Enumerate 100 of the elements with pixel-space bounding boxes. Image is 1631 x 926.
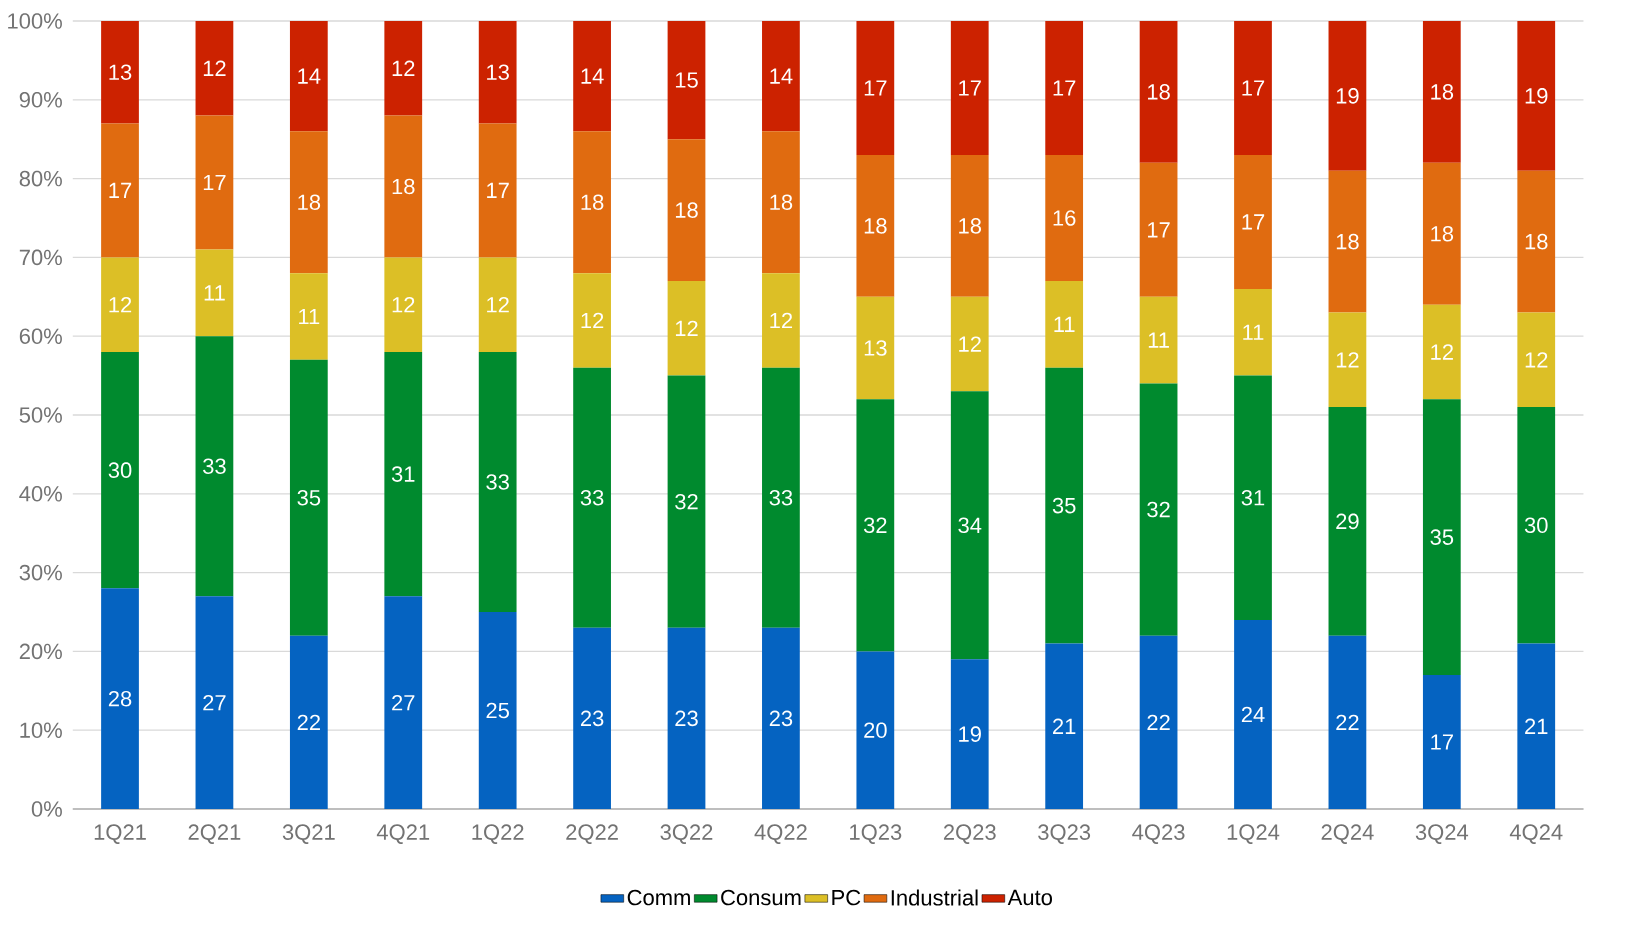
data-label: 34 xyxy=(958,517,982,534)
data-label: 18 xyxy=(959,218,982,234)
bar xyxy=(950,154,989,297)
data-label: 16 xyxy=(1053,210,1076,226)
bar xyxy=(667,139,706,282)
data-label: 32 xyxy=(675,493,698,510)
data-label: 33 xyxy=(769,489,793,506)
data-label: 29 xyxy=(1336,513,1359,530)
bar xyxy=(950,659,989,809)
data-label: 32 xyxy=(863,517,887,534)
bar xyxy=(384,257,423,352)
bar xyxy=(667,21,706,140)
data-label: 27 xyxy=(392,694,415,711)
legend-label: Comm xyxy=(627,889,690,906)
bar xyxy=(101,588,139,809)
data-label: 13 xyxy=(864,340,887,356)
data-label: 14 xyxy=(581,68,604,84)
data-label: 18 xyxy=(1148,84,1170,100)
bar xyxy=(1328,21,1367,171)
x-tick-label: 3Q23 xyxy=(1038,824,1091,844)
bar xyxy=(762,627,800,809)
bar xyxy=(856,651,895,809)
bar xyxy=(1328,407,1367,636)
data-label: 18 xyxy=(392,178,415,195)
data-label: 18 xyxy=(1336,233,1359,250)
data-label: 17 xyxy=(203,174,226,191)
data-label: 12 xyxy=(1431,344,1453,360)
data-label: 13 xyxy=(109,64,132,80)
data-label: 12 xyxy=(770,312,793,329)
bar xyxy=(1517,407,1556,644)
bar xyxy=(195,21,234,116)
bar xyxy=(478,351,517,612)
data-label: 17 xyxy=(487,182,509,198)
bar xyxy=(573,131,611,274)
data-label: 11 xyxy=(204,285,225,301)
data-label: 21 xyxy=(1525,718,1548,734)
bar xyxy=(478,612,517,809)
bar xyxy=(101,257,139,352)
x-tick-label: 1Q23 xyxy=(850,824,902,844)
data-label: 21 xyxy=(1053,718,1076,734)
data-label: 17 xyxy=(1242,214,1265,230)
bar xyxy=(1045,367,1084,644)
data-label: 18 xyxy=(1431,225,1454,242)
data-label: 35 xyxy=(297,489,321,506)
bar xyxy=(762,131,800,274)
x-tick-label: 1Q21 xyxy=(94,824,146,844)
bar xyxy=(195,596,234,809)
bar xyxy=(289,635,328,809)
data-label: 12 xyxy=(1336,352,1359,368)
bar xyxy=(1139,635,1178,809)
bar xyxy=(1422,675,1461,809)
y-tick-label: 40% xyxy=(19,486,62,502)
data-label: 18 xyxy=(581,194,604,211)
bar xyxy=(384,596,423,809)
data-label: 17 xyxy=(864,80,887,96)
bar xyxy=(1517,21,1556,171)
bar xyxy=(1234,288,1272,376)
bar xyxy=(1328,635,1367,809)
bar xyxy=(289,359,328,636)
y-tick-label: 10% xyxy=(20,722,62,738)
data-label: 33 xyxy=(203,458,226,474)
data-label: 18 xyxy=(1525,233,1548,250)
data-label: 19 xyxy=(959,726,981,742)
bar xyxy=(1139,383,1178,636)
bar xyxy=(478,21,517,124)
bar xyxy=(1234,21,1272,155)
bar xyxy=(1045,281,1084,368)
data-label: 28 xyxy=(108,690,132,707)
bar xyxy=(1517,312,1556,408)
data-label: 35 xyxy=(1430,529,1454,545)
data-label: 24 xyxy=(1241,706,1265,723)
bar xyxy=(289,131,328,274)
bar xyxy=(1045,21,1084,155)
data-label: 19 xyxy=(1336,88,1359,104)
data-label: 31 xyxy=(1241,489,1265,506)
bar xyxy=(1139,162,1178,297)
data-label: 17 xyxy=(1148,222,1170,238)
data-label: 18 xyxy=(1431,84,1454,100)
data-label: 23 xyxy=(769,710,793,727)
x-tick-label: 2Q23 xyxy=(943,824,996,844)
x-tick-label: 4Q21 xyxy=(376,824,430,844)
bar xyxy=(950,296,989,392)
y-tick-label: 70% xyxy=(19,249,62,266)
data-label: 12 xyxy=(203,60,226,76)
data-label: 12 xyxy=(1525,352,1548,368)
x-tick-label: 3Q22 xyxy=(660,824,713,844)
bar xyxy=(1422,399,1461,676)
bar xyxy=(195,249,234,337)
bar xyxy=(667,375,706,628)
data-label: 33 xyxy=(486,474,509,490)
data-label: 14 xyxy=(298,68,321,84)
bar xyxy=(667,281,706,376)
data-label: 17 xyxy=(1053,80,1076,96)
legend-label: Consum xyxy=(721,889,801,906)
bar xyxy=(1234,619,1272,809)
bar xyxy=(1422,21,1461,163)
legend-label: Auto xyxy=(1007,889,1052,906)
bar xyxy=(1517,643,1556,809)
bar xyxy=(478,257,517,352)
data-label: 12 xyxy=(109,296,132,313)
